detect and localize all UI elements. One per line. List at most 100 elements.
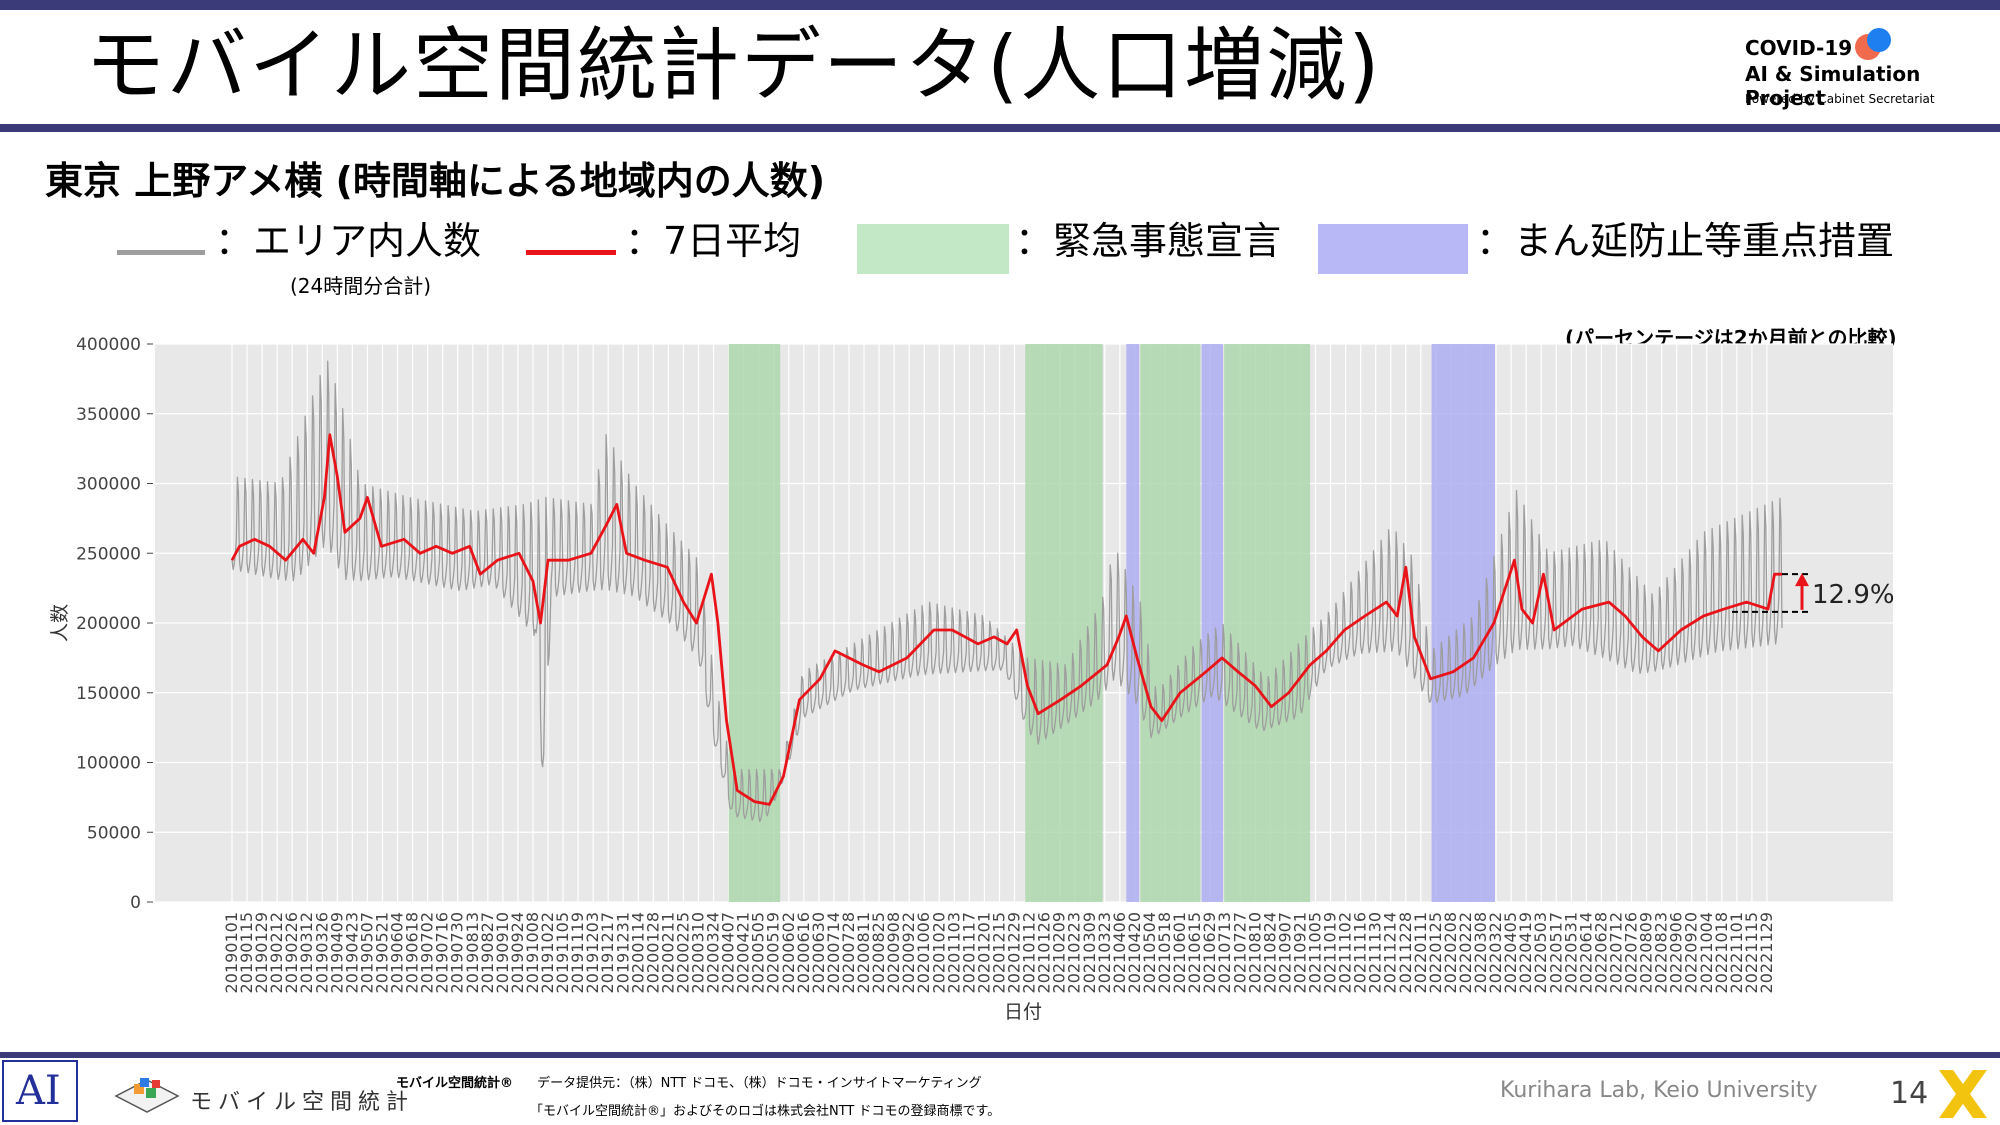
legend-avg-label: ：7日平均 xyxy=(625,219,802,263)
legend-raw-swatch xyxy=(117,250,205,255)
x-tick-label: 20200421 xyxy=(734,912,753,993)
x-tick-label: 20211214 xyxy=(1381,912,1400,993)
x-tick-label: 20191203 xyxy=(583,912,602,993)
header-bottom-bar xyxy=(0,124,2000,132)
x-tick-label: 20220823 xyxy=(1652,912,1671,993)
x-tick-label: 20200630 xyxy=(809,912,828,993)
x-tick-label: 20210323 xyxy=(1095,912,1114,993)
x-tick-label: 20220809 xyxy=(1637,912,1656,993)
y-tick-label: 200000 xyxy=(76,614,141,634)
x-tick-label: 20201117 xyxy=(959,912,978,993)
lab-logo-text: AI xyxy=(16,1068,61,1114)
x-tick-label: 20190507 xyxy=(357,912,376,993)
x-tick-label: 20191022 xyxy=(538,912,557,993)
chart-subtitle: 東京 上野アメ横 (時間軸による地域内の人数) xyxy=(45,159,826,203)
x-tick-label: 20190730 xyxy=(448,912,467,993)
y-tick-label: 100000 xyxy=(76,754,141,774)
x-tick-label: 20210601 xyxy=(1170,912,1189,993)
x-tick-label: 20211019 xyxy=(1321,912,1340,993)
x-tick-label: 20191105 xyxy=(553,912,572,993)
emergency-span xyxy=(1224,344,1311,902)
project-logo: COVID-19 AI & Simulation Project Powered… xyxy=(1745,28,1995,118)
x-tick-label: 20200811 xyxy=(854,912,873,993)
x-tick-label: 20190409 xyxy=(327,912,346,993)
x-tick-label: 20190212 xyxy=(267,912,286,993)
x-tick-label: 20221018 xyxy=(1712,912,1731,993)
legend-emergency-swatch xyxy=(857,224,1009,274)
x-tick-label: 20200616 xyxy=(794,912,813,993)
x-tick-label: 20200714 xyxy=(824,912,843,993)
x-logo-icon xyxy=(1939,1070,1987,1118)
y-tick-label: 400000 xyxy=(76,335,141,355)
annotation-label: 12.9% xyxy=(1812,580,1895,610)
legend-emergency-label: ：緊急事態宣言 xyxy=(1015,219,1282,263)
x-tick-label: 20190129 xyxy=(252,912,271,993)
x-tick-label: 20211228 xyxy=(1396,912,1415,993)
y-tick-label: 300000 xyxy=(76,475,141,495)
logo-line-3: Powered by Cabinet Secretariat xyxy=(1745,92,1935,106)
x-tick-label: 20210309 xyxy=(1080,912,1099,993)
legend-raw-label: ：エリア内人数 xyxy=(215,219,482,263)
x-tick-label: 20191119 xyxy=(568,912,587,993)
x-tick-label: 20201020 xyxy=(929,912,948,993)
x-tick-label: 20190924 xyxy=(508,912,527,993)
x-tick-label: 20220628 xyxy=(1591,912,1610,993)
lab-logo: AI xyxy=(2,1060,78,1122)
x-tick-label: 20221129 xyxy=(1757,912,1776,993)
header-top-bar xyxy=(0,0,2000,10)
x-tick-label: 20201201 xyxy=(974,912,993,993)
cube-icon xyxy=(114,1078,180,1113)
x-tick-label: 20221004 xyxy=(1697,912,1716,993)
x-tick-label: 20220125 xyxy=(1426,912,1445,993)
legend-manen-label: ：まん延防止等重点措置 xyxy=(1476,219,1895,263)
footer-provider: モバイル空間統計® データ提供元：（株）NTT ドコモ、（株）ドコモ・インサイト… xyxy=(396,1072,982,1091)
x-tick-label: 20190618 xyxy=(403,912,422,993)
x-tick-label: 20200225 xyxy=(674,912,693,993)
x-tick-label: 20190423 xyxy=(342,912,361,993)
legend: ：エリア内人数 ：7日平均 ：緊急事態宣言 ：まん延防止等重点措置 xyxy=(0,216,2000,276)
x-tick-label: 20210921 xyxy=(1290,912,1309,993)
x-tick-label: 20210406 xyxy=(1110,912,1129,993)
page-number: 14 xyxy=(1890,1076,1929,1111)
x-tick-label: 20201215 xyxy=(990,912,1009,993)
logo-dot-blue xyxy=(1867,28,1891,52)
x-tick-label: 20221115 xyxy=(1742,912,1761,993)
x-tick-label: 20200114 xyxy=(628,912,647,993)
x-tick-label: 20200324 xyxy=(704,912,723,993)
x-tick-label: 20211102 xyxy=(1336,912,1355,993)
x-tick-label: 20210209 xyxy=(1050,912,1069,993)
x-tick-label: 20220503 xyxy=(1531,912,1550,993)
mobile-stats-name: モバイル空間統計 xyxy=(190,1090,415,1115)
x-tick-label: 20220405 xyxy=(1501,912,1520,993)
legend-avg-swatch xyxy=(526,250,616,255)
x-tick-label: 20220419 xyxy=(1516,912,1535,993)
x-tick-label: 20220531 xyxy=(1561,912,1580,993)
x-tick-label: 20201006 xyxy=(914,912,933,993)
y-axis-label: 人数 xyxy=(49,604,71,642)
legend-manen-swatch xyxy=(1318,224,1468,274)
x-tick-label: 20210810 xyxy=(1245,912,1264,993)
x-tick-label: 20190312 xyxy=(297,912,316,993)
page-title: モバイル空間統計データ(人口増減) xyxy=(85,19,1382,112)
x-tick-label: 20190604 xyxy=(388,912,407,993)
x-tick-label: 20200922 xyxy=(899,912,918,993)
x-tick-label: 20190226 xyxy=(282,912,301,993)
x-tick-label: 20200908 xyxy=(884,912,903,993)
population-chart: 0 50000 100000 150000 200000 250000 300000 3500… xyxy=(49,335,1895,1023)
x-tick-label: 20220906 xyxy=(1667,912,1686,993)
x-tick-label: 20190827 xyxy=(478,912,497,993)
x-tick-label: 20210713 xyxy=(1215,912,1234,993)
footer-trademark: 「モバイル空間統計®」およびそのロゴは株式会社NTT ドコモの登録商標です。 xyxy=(530,1104,1001,1119)
x-tick-label: 20220614 xyxy=(1576,912,1595,993)
x-tick-label: 20191008 xyxy=(523,912,542,993)
x-tick-label: 20220726 xyxy=(1622,912,1641,993)
x-tick-label: 20210223 xyxy=(1065,912,1084,993)
footer-brand: モバイル空間統計® xyxy=(396,1076,514,1091)
y-tick-label: 0 xyxy=(130,893,141,913)
logo-line-1: COVID-19 xyxy=(1745,36,1853,60)
emergency-span xyxy=(1140,344,1201,902)
x-tick-label: 20200128 xyxy=(643,912,662,993)
x-tick-label: 20200407 xyxy=(719,912,738,993)
emergency-span xyxy=(728,344,781,902)
y-tick-label: 250000 xyxy=(76,544,141,564)
